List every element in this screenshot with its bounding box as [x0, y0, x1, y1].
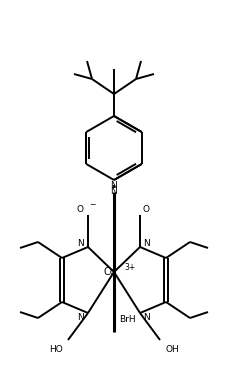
Text: O: O	[76, 206, 83, 214]
Text: Co: Co	[103, 267, 116, 277]
Text: OH: OH	[164, 346, 178, 355]
Text: −: −	[89, 200, 95, 209]
Text: N: N	[143, 238, 150, 247]
Text: HO: HO	[49, 346, 63, 355]
Text: BrH: BrH	[118, 314, 135, 323]
Text: N: N	[143, 314, 150, 323]
Text: O: O	[142, 206, 149, 214]
Text: 3+: 3+	[123, 264, 135, 273]
Text: N: N	[110, 182, 117, 191]
Text: N: N	[110, 188, 117, 197]
Text: N: N	[77, 238, 84, 247]
Text: N: N	[77, 314, 84, 323]
